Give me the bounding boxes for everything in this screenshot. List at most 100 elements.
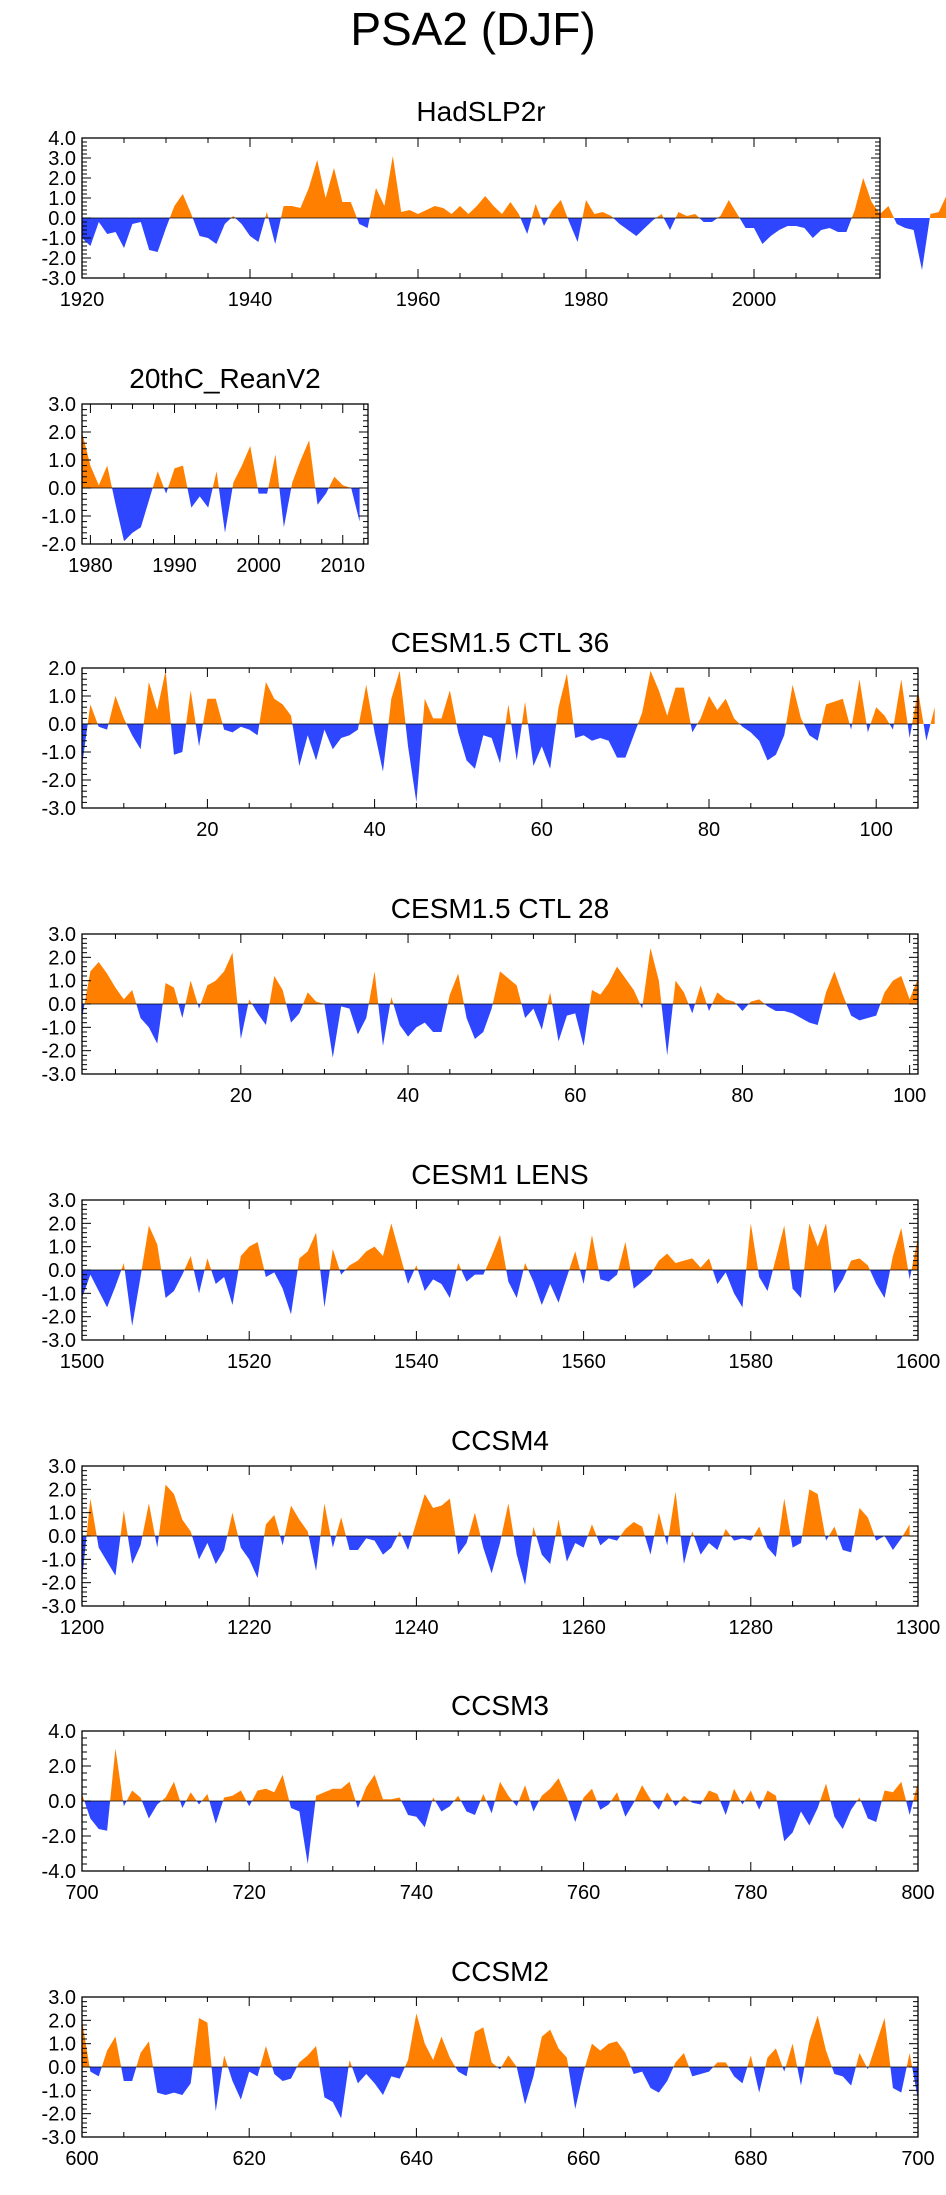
y-tick-label: 3.0 <box>48 1190 76 1212</box>
positive-anomaly-area <box>297 1232 321 1270</box>
positive-anomaly-area <box>204 1258 212 1270</box>
positive-anomaly-area <box>369 156 521 218</box>
x-tick-label: 1560 <box>561 1351 606 1373</box>
negative-anomaly-area <box>869 1270 891 1298</box>
negative-anomaly-area <box>455 2067 469 2077</box>
positive-anomaly-area <box>765 2048 783 2067</box>
negative-anomaly-area <box>762 1536 779 1557</box>
x-tick-label: 640 <box>400 2148 433 2170</box>
negative-anomaly-area <box>280 1536 285 1546</box>
negative-anomaly-area <box>712 1270 747 1308</box>
negative-anomaly-area <box>740 1801 745 1805</box>
positive-anomaly-area <box>906 2053 913 2067</box>
positive-anomaly-area <box>532 1526 537 1536</box>
y-tick-label: 0.0 <box>48 478 76 500</box>
y-tick-label: 1.0 <box>48 2034 76 2056</box>
panel-title: HadSLP2r <box>416 96 545 127</box>
y-tick-label: 1.0 <box>48 188 76 210</box>
x-tick-label: 100 <box>860 819 893 841</box>
negative-anomaly-area <box>693 1536 723 1555</box>
positive-anomaly-area <box>618 1242 631 1270</box>
positive-anomaly-area <box>587 1524 597 1536</box>
negative-anomaly-area <box>161 1270 185 1298</box>
positive-anomaly-area <box>589 966 641 1004</box>
positive-anomaly-area <box>828 1526 838 1536</box>
y-tick-label: -4.0 <box>42 1861 76 1883</box>
negative-anomaly-area <box>912 2067 918 2100</box>
y-tick-label: -3.0 <box>42 1596 76 1618</box>
positive-anomaly-area <box>136 2041 154 2067</box>
negative-anomaly-area <box>730 1536 754 1541</box>
negative-anomaly-area <box>690 1801 703 1805</box>
x-tick-label: 1220 <box>227 1617 272 1639</box>
negative-anomaly-area <box>837 1536 855 1553</box>
x-tick-label: 680 <box>734 2148 767 2170</box>
panel-title: CCSM3 <box>451 1690 549 1721</box>
positive-anomaly-area <box>167 465 188 488</box>
positive-anomaly-area <box>86 1498 97 1536</box>
positive-anomaly-area <box>679 1795 691 1801</box>
negative-anomaly-area <box>155 1536 159 1548</box>
x-tick-label: 2000 <box>236 555 281 577</box>
negative-anomaly-area <box>196 1801 202 1805</box>
negative-anomaly-area <box>923 724 931 741</box>
positive-anomaly-area <box>911 1237 918 1270</box>
panel-title: CESM1 LENS <box>411 1159 588 1190</box>
positive-anomaly-area <box>84 962 137 1004</box>
positive-anomaly-area <box>702 1790 721 1801</box>
positive-anomaly-area <box>141 1225 162 1270</box>
positive-anomaly-area <box>186 1792 197 1801</box>
negative-anomaly-area <box>345 1536 398 1555</box>
y-tick-label: -1.0 <box>42 742 76 764</box>
negative-anomaly-area <box>461 1270 486 1282</box>
positive-anomaly-area <box>120 1510 128 1536</box>
positive-anomaly-area <box>142 1503 156 1536</box>
positive-anomaly-area <box>748 999 765 1004</box>
y-tick-label: -2.0 <box>42 2104 76 2126</box>
y-tick-label: -2.0 <box>42 1041 76 1063</box>
x-tick-label: 800 <box>901 1882 934 1904</box>
positive-anomaly-area <box>654 1512 665 1536</box>
negative-anomaly-area <box>351 488 360 522</box>
negative-anomaly-area <box>860 1801 882 1822</box>
negative-anomaly-area <box>170 724 187 755</box>
positive-anomaly-area <box>248 999 252 1004</box>
y-tick-label: 0.0 <box>48 208 76 230</box>
negative-anomaly-area <box>463 1004 493 1039</box>
y-tick-label: 4.0 <box>48 128 76 150</box>
negative-anomaly-area <box>195 724 203 747</box>
y-tick-label: 0.0 <box>48 994 76 1016</box>
y-tick-label: -2.0 <box>42 770 76 792</box>
positive-anomaly-area <box>414 1265 418 1270</box>
negative-anomaly-area <box>197 1004 201 1009</box>
y-tick-label: -3.0 <box>42 1064 76 1086</box>
negative-anomaly-area <box>330 1536 337 1548</box>
positive-anomaly-area <box>284 1505 309 1536</box>
positive-anomaly-area <box>296 2046 320 2067</box>
negative-anomaly-area <box>82 218 170 252</box>
negative-anomaly-area <box>908 1270 912 1280</box>
positive-anomaly-area <box>303 992 325 1004</box>
negative-anomaly-area <box>890 2067 907 2093</box>
positive-anomaly-area <box>82 432 113 488</box>
negative-anomaly-area <box>894 218 930 270</box>
negative-anomaly-area <box>506 1270 524 1298</box>
negative-anomaly-area <box>268 218 281 244</box>
negative-anomaly-area <box>790 1536 803 1548</box>
positive-anomaly-area <box>345 1223 405 1270</box>
positive-anomaly-area <box>223 1790 247 1801</box>
negative-anomaly-area <box>825 1536 829 1541</box>
positive-anomaly-area <box>390 997 394 1004</box>
negative-anomaly-area <box>516 2067 536 2105</box>
x-tick-label: 40 <box>363 819 385 841</box>
positive-anomaly-area <box>802 1489 826 1536</box>
negative-anomaly-area <box>680 1536 692 1564</box>
negative-anomaly-area <box>401 1536 413 1550</box>
positive-anomaly-area <box>185 980 198 1004</box>
y-tick-label: 2.0 <box>48 2010 76 2032</box>
y-tick-label: -2.0 <box>42 1573 76 1595</box>
positive-anomaly-area <box>158 1484 193 1536</box>
negative-anomaly-area <box>319 2067 349 2119</box>
